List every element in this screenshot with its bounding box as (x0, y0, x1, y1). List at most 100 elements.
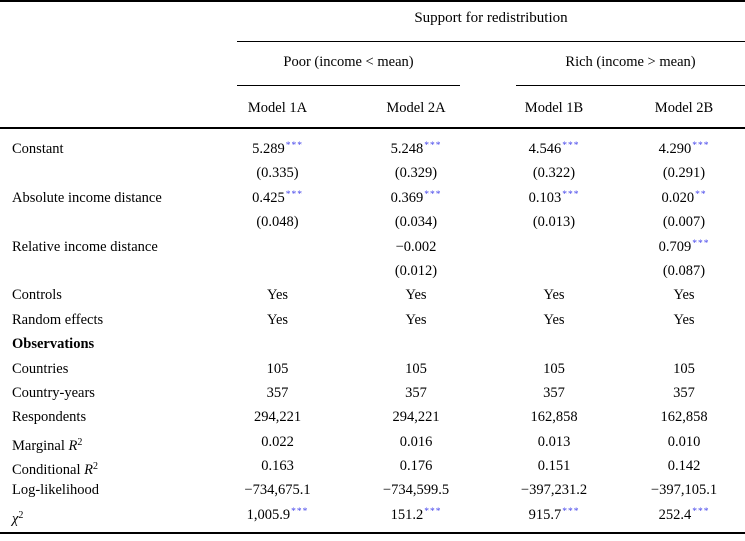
cell: Yes (485, 283, 623, 307)
rule-bottom (0, 532, 745, 534)
cell-value: (0.291) (662, 165, 706, 182)
table-row: (0.048) (0.034) (0.013) (0.007) (0, 210, 745, 234)
table-row: Observations (0, 332, 745, 356)
cell-value: 0.020 (661, 189, 695, 206)
cell-value: 294,221 (392, 409, 440, 426)
table-row: (0.012) (0.087) (0, 259, 745, 283)
cell (485, 259, 623, 283)
cell: −734,599.5 (347, 478, 485, 502)
cell: 0.103*** (485, 186, 623, 212)
cell-value: (0.007) (662, 214, 706, 231)
cell: (0.012) (347, 259, 485, 283)
cell-value: (0.034) (394, 214, 438, 231)
cell: 0.163 (208, 454, 347, 482)
rule-under-poor (237, 85, 460, 86)
cell-value: 4.290 (658, 141, 692, 157)
cell-value: Yes (405, 311, 427, 328)
row-label-superscript: 2 (92, 461, 98, 473)
table-row: Country-years 357 357 357 357 (0, 381, 745, 405)
cell-value: −734,599.5 (382, 482, 450, 499)
table-row: Countries 105 105 105 105 (0, 357, 745, 381)
cell-value: 151.2 (390, 506, 424, 523)
model-header-row: Model 1A Model 2A Model 1B Model 2B (0, 96, 745, 120)
significance-stars: *** (562, 506, 580, 517)
cell (208, 332, 347, 356)
cell: 5.248*** (347, 137, 485, 163)
cell: (0.048) (208, 210, 347, 234)
cell-value: 294,221 (253, 409, 302, 426)
cell: 357 (485, 381, 623, 405)
model-header-2a: Model 2A (386, 100, 446, 116)
cell: 0.425*** (208, 186, 347, 212)
row-label: χ2 (0, 503, 208, 531)
cell: 0.142 (623, 454, 745, 482)
significance-stars: *** (285, 141, 303, 151)
row-label-text: Marginal (12, 437, 69, 454)
row-label-text: Respondents (12, 409, 87, 426)
row-label-text: Country-years (12, 384, 95, 401)
cell: 105 (623, 357, 745, 381)
cell: 4.290*** (623, 137, 745, 163)
cell: Yes (485, 308, 623, 332)
cell-value: (0.087) (662, 262, 706, 279)
cell-value: Yes (405, 287, 427, 304)
row-label-text: Countries (12, 360, 69, 377)
cell-value: (0.329) (394, 165, 438, 182)
cell-value: −0.002 (395, 238, 437, 255)
model-header-1a: Model 1A (247, 100, 308, 116)
cell-value: 0.369 (390, 189, 424, 206)
cell: 294,221 (208, 405, 347, 429)
cell-value: 0.013 (537, 433, 571, 450)
row-label-text: Absolute income distance (12, 189, 162, 206)
cell: 357 (623, 381, 745, 405)
cell-value: 105 (405, 360, 427, 377)
table-row: Controls Yes Yes Yes Yes (0, 283, 745, 307)
cell: 0.369*** (347, 186, 485, 212)
cell: 0.010 (623, 430, 745, 458)
cell: (0.013) (485, 210, 623, 234)
cell: 0.709*** (623, 235, 745, 261)
empty-header-cell (0, 96, 208, 120)
cell-value: 357 (543, 384, 565, 401)
row-label-variable: R (68, 437, 78, 454)
cell: Yes (623, 283, 745, 307)
row-label: Conditional R2 (0, 454, 208, 482)
cell-value: (0.012) (394, 262, 438, 279)
model-header-2b: Model 2B (654, 100, 714, 116)
cell-value: Yes (543, 311, 565, 328)
cell: Yes (623, 308, 745, 332)
cell-value: 915.7 (528, 506, 562, 523)
significance-stars: *** (424, 141, 442, 151)
cell: −397,105.1 (623, 478, 745, 502)
cell: Yes (208, 308, 347, 332)
cell-value: 0.010 (667, 433, 701, 450)
cell (347, 332, 485, 356)
table-row: Relative income distance −0.002 0.709*** (0, 235, 745, 259)
model-header-1b: Model 1B (524, 100, 584, 116)
cell: Yes (347, 308, 485, 332)
cell-value: 0.022 (261, 433, 294, 450)
row-label: Respondents (0, 405, 208, 429)
significance-stars: ** (695, 189, 707, 200)
row-label-variable: χ (12, 510, 19, 527)
cell: −397,231.2 (485, 478, 623, 502)
cell: 0.020** (623, 186, 745, 212)
cell (485, 332, 623, 356)
cell-value: Yes (266, 287, 289, 304)
cell-value: Yes (266, 311, 289, 328)
cell: Yes (208, 283, 347, 307)
cell-value: 1,005.9 (246, 506, 291, 523)
table-row: Conditional R2 0.163 0.176 0.151 0.142 (0, 454, 745, 478)
table-row: Constant 5.289*** 5.248*** 4.546*** 4.29… (0, 137, 745, 161)
row-label (0, 210, 208, 234)
cell: 1,005.9*** (208, 503, 347, 531)
cell-value: 105 (673, 360, 695, 377)
cell: 357 (208, 381, 347, 405)
row-label: Controls (0, 283, 208, 307)
rule-under-title (237, 41, 745, 42)
cell-value: Yes (673, 287, 695, 304)
row-label: Countries (0, 357, 208, 381)
cell (208, 259, 347, 283)
rule-under-rich (516, 85, 745, 86)
cell-value: 5.289 (252, 141, 285, 157)
